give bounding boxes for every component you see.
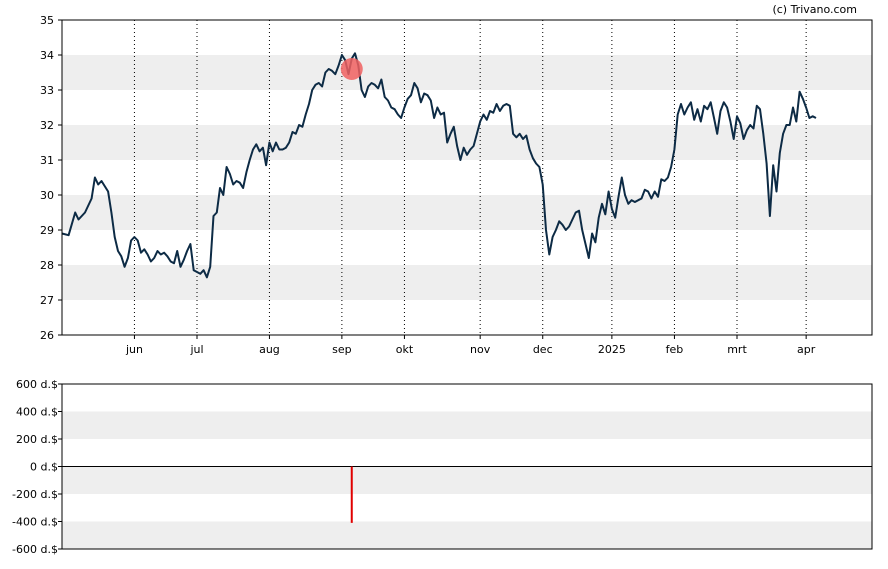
price-y-tick-label: 26 xyxy=(40,329,54,342)
credit-label: (c) Trivano.com xyxy=(772,3,857,16)
price-band xyxy=(62,195,872,230)
transaction-band xyxy=(62,466,872,494)
month-tick-label: mrt xyxy=(727,343,747,356)
price-series xyxy=(61,52,817,279)
panel-frames xyxy=(61,19,873,550)
month-tick-label: apr xyxy=(797,343,816,356)
month-tick-label: jul xyxy=(189,343,203,356)
price-y-tick-label: 34 xyxy=(40,49,54,62)
price-y-tick-label: 33 xyxy=(40,84,54,97)
transaction-y-tick-label: -400 d.$ xyxy=(12,516,58,529)
month-tick-label: dec xyxy=(533,343,553,356)
price-y-tick-label: 30 xyxy=(40,189,54,202)
transaction-panel-bands xyxy=(62,411,872,549)
month-tick-label: nov xyxy=(470,343,491,356)
transaction-y-tick-label: -200 d.$ xyxy=(12,488,58,501)
transaction-y-tick-label: 600 d.$ xyxy=(16,378,58,391)
transaction-y-tick-label: 200 d.$ xyxy=(16,433,58,446)
price-y-tick-label: 28 xyxy=(40,259,54,272)
transaction-marker xyxy=(340,58,363,80)
price-y-tick-label: 27 xyxy=(40,294,54,307)
price-y-tick-label: 31 xyxy=(40,154,54,167)
month-tick-label: okt xyxy=(396,343,414,356)
price-y-tick-label: 29 xyxy=(40,224,54,237)
price-panel-bands xyxy=(62,55,872,300)
transaction-y-tick-label: 0 d.$ xyxy=(30,461,58,474)
transaction-y-tick-label: -600 d.$ xyxy=(12,543,58,556)
transaction-y-tick-label: 400 d.$ xyxy=(16,406,58,419)
transaction-panel-frame xyxy=(61,383,873,550)
price-band xyxy=(62,265,872,300)
month-tick-label: 2025 xyxy=(598,343,626,356)
price-y-tick-label: 32 xyxy=(40,119,54,132)
price-band xyxy=(62,55,872,90)
month-tick-label: jun xyxy=(125,343,143,356)
transaction-y-axis: -600 d.$ -400 d.$ -200 d.$ 0 d.$ 200 d.$ 400 … xyxy=(12,378,62,556)
price-y-axis: 26 27 28 29 30 31 32 33 34 35 xyxy=(40,14,62,342)
transaction-band xyxy=(62,411,872,439)
price-line xyxy=(61,52,817,279)
month-tick-label: sep xyxy=(332,343,351,356)
transaction-band xyxy=(62,521,872,549)
month-tick-label: feb xyxy=(666,343,684,356)
price-y-tick-label: 35 xyxy=(40,14,54,27)
price-panel-frame xyxy=(61,19,873,336)
month-tick-label: aug xyxy=(259,343,280,356)
month-axis: jun jul aug sep okt nov dec 2025 feb mrt apr xyxy=(125,335,816,356)
